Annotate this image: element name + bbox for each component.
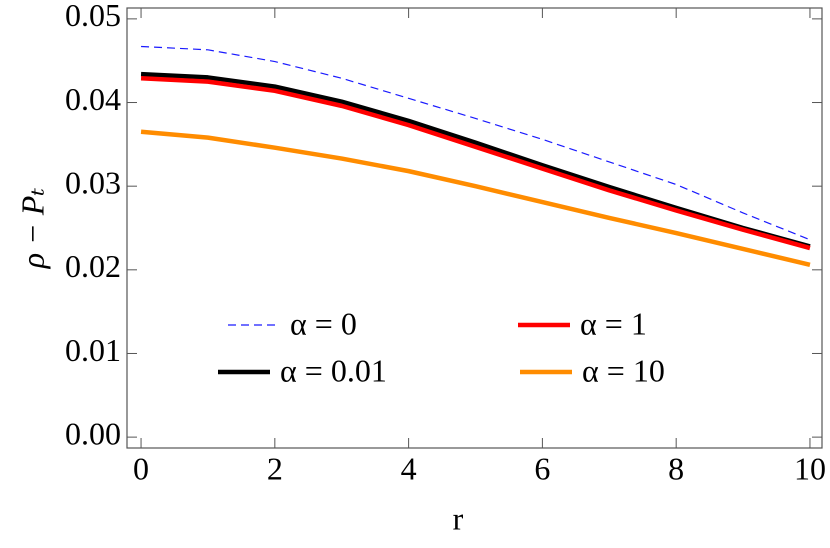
x-tick-label: 4 bbox=[401, 450, 417, 486]
x-axis-label: r bbox=[453, 500, 464, 536]
y-axis-label: ρ − Pₜ bbox=[14, 188, 50, 270]
series-line bbox=[140, 129, 811, 267]
legend-label: α = 1 bbox=[580, 305, 647, 341]
y-tick-label: 0.03 bbox=[65, 165, 121, 201]
x-tick-label: 0 bbox=[133, 450, 149, 486]
x-tick-label: 10 bbox=[794, 450, 826, 486]
plot-frame bbox=[126, 7, 823, 449]
y-tick-label: 0.00 bbox=[65, 415, 121, 451]
y-tick-label: 0.01 bbox=[65, 332, 121, 368]
y-tick-label: 0.02 bbox=[65, 248, 121, 284]
series-line bbox=[141, 45, 811, 241]
x-tick-label: 6 bbox=[534, 450, 550, 486]
legend-label: α = 10 bbox=[582, 352, 665, 388]
y-tick-label: 0.04 bbox=[65, 81, 121, 117]
legend-label: α = 0 bbox=[290, 305, 357, 341]
y-tick-label: 0.05 bbox=[65, 0, 121, 33]
x-tick-label: 8 bbox=[668, 450, 684, 486]
x-tick-label: 2 bbox=[267, 450, 283, 486]
legend-label: α = 0.01 bbox=[280, 352, 387, 388]
series-line bbox=[140, 76, 811, 251]
